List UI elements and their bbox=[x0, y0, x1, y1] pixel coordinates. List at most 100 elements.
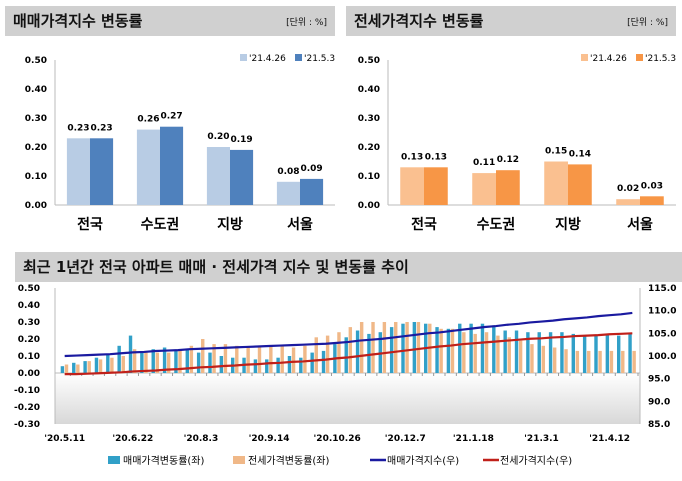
data-label: 0.15 bbox=[545, 147, 567, 157]
bar bbox=[564, 349, 568, 373]
bar bbox=[189, 345, 194, 373]
bar bbox=[621, 350, 625, 373]
x-tick-label: '21.4.12 bbox=[589, 434, 630, 444]
bar bbox=[560, 332, 564, 373]
data-label: 0.13 bbox=[425, 152, 447, 162]
x-tick-label: '20.8.3 bbox=[184, 434, 219, 444]
data-label: 0.13 bbox=[401, 152, 423, 162]
bar bbox=[571, 333, 575, 373]
left-tick-label: 0.20 bbox=[18, 335, 40, 345]
bar bbox=[394, 322, 398, 373]
bar bbox=[253, 359, 258, 373]
bar bbox=[367, 333, 371, 373]
bar bbox=[552, 347, 557, 373]
bar bbox=[94, 357, 99, 373]
y-tick-label: 0.50 bbox=[25, 56, 47, 66]
legend-label: 매매가격변동률(좌) bbox=[123, 454, 205, 467]
jeonse-chart-header: 전세가격지수 변동률 [단위 : %] bbox=[346, 6, 676, 36]
y-tick-label: 0.30 bbox=[358, 114, 380, 124]
bar bbox=[201, 339, 205, 373]
bar bbox=[90, 138, 114, 205]
right-tick-label: 85.0 bbox=[648, 420, 670, 430]
category-label: 전국 bbox=[411, 216, 437, 233]
bar bbox=[160, 126, 184, 205]
data-label: 0.23 bbox=[67, 123, 89, 133]
bar bbox=[300, 178, 324, 205]
category-label: 전국 bbox=[77, 216, 103, 233]
bar bbox=[462, 332, 466, 373]
bar bbox=[110, 357, 114, 373]
bar bbox=[344, 337, 348, 373]
bar bbox=[544, 161, 568, 205]
bar bbox=[178, 349, 182, 373]
data-label: 0.27 bbox=[160, 112, 182, 122]
legend-swatch bbox=[233, 456, 245, 464]
bar bbox=[246, 347, 250, 373]
bar bbox=[276, 357, 280, 373]
bar bbox=[412, 322, 417, 373]
bar bbox=[337, 332, 341, 373]
jeonse-chart-unit: [단위 : %] bbox=[627, 18, 668, 28]
legend-label: 전세가격변동률(좌) bbox=[248, 454, 330, 467]
data-label: 0.03 bbox=[641, 181, 663, 191]
y-tick-label: 0.00 bbox=[25, 201, 47, 211]
y-tick-label: 0.50 bbox=[358, 56, 380, 66]
bar bbox=[416, 322, 421, 373]
bar bbox=[83, 361, 87, 373]
y-tick-label: 0.00 bbox=[358, 201, 380, 211]
legend-swatch bbox=[636, 54, 643, 61]
bar bbox=[628, 333, 632, 373]
data-label: 0.14 bbox=[569, 149, 591, 159]
x-tick-label: '20.9.14 bbox=[249, 434, 290, 444]
bar bbox=[530, 344, 534, 373]
bar bbox=[405, 322, 409, 373]
category-label: 서울 bbox=[627, 216, 653, 233]
legend-label: '21.4.26 bbox=[249, 54, 286, 64]
trend-chart-header: 최근 1년간 전국 아파트 매매 · 전세가격 지수 및 변동률 추이 bbox=[15, 252, 682, 282]
bar bbox=[480, 323, 485, 373]
legend-label: '21.5.3 bbox=[645, 54, 676, 64]
x-tick-label: '20.5.11 bbox=[44, 434, 85, 444]
bar bbox=[76, 364, 80, 373]
category-label: 지방 bbox=[217, 216, 243, 233]
data-label: 0.23 bbox=[90, 123, 112, 133]
bar bbox=[196, 352, 201, 373]
jeonse-chart-title: 전세가격지수 변동률 bbox=[354, 12, 484, 30]
legend-swatch bbox=[295, 54, 302, 61]
bar bbox=[616, 335, 621, 373]
left-tick-label: 0.30 bbox=[18, 318, 40, 328]
y-tick-label: 0.20 bbox=[358, 143, 380, 153]
data-label: 0.11 bbox=[473, 158, 495, 168]
bar bbox=[132, 349, 137, 373]
bar bbox=[235, 345, 239, 373]
bar bbox=[87, 361, 91, 373]
bar bbox=[174, 350, 178, 373]
bar bbox=[541, 345, 546, 373]
bar bbox=[140, 352, 144, 373]
bar bbox=[310, 352, 314, 373]
x-tick-label: '20.6.22 bbox=[112, 434, 153, 444]
bar bbox=[594, 335, 598, 373]
left-tick-label: -0.10 bbox=[14, 386, 40, 396]
legend-label: 매매가격지수(우) bbox=[387, 454, 459, 467]
bar bbox=[230, 149, 254, 205]
data-label: 0.26 bbox=[137, 115, 159, 125]
bar bbox=[582, 335, 587, 373]
bar bbox=[166, 352, 171, 373]
bar bbox=[128, 335, 133, 373]
right-tick-label: 115.0 bbox=[648, 284, 676, 294]
bar bbox=[314, 337, 318, 373]
bar bbox=[458, 323, 462, 373]
legend-swatch bbox=[240, 54, 247, 61]
bar bbox=[303, 345, 307, 373]
bar bbox=[616, 199, 640, 205]
bar bbox=[348, 327, 353, 373]
left-tick-label: 0.00 bbox=[18, 369, 40, 379]
y-tick-label: 0.40 bbox=[358, 85, 380, 95]
left-tick-label: -0.30 bbox=[14, 420, 40, 430]
sale-chart-unit: [단위 : %] bbox=[286, 18, 327, 28]
bar bbox=[401, 323, 405, 373]
bar bbox=[265, 359, 269, 373]
bar bbox=[382, 322, 387, 373]
bar bbox=[276, 181, 300, 205]
